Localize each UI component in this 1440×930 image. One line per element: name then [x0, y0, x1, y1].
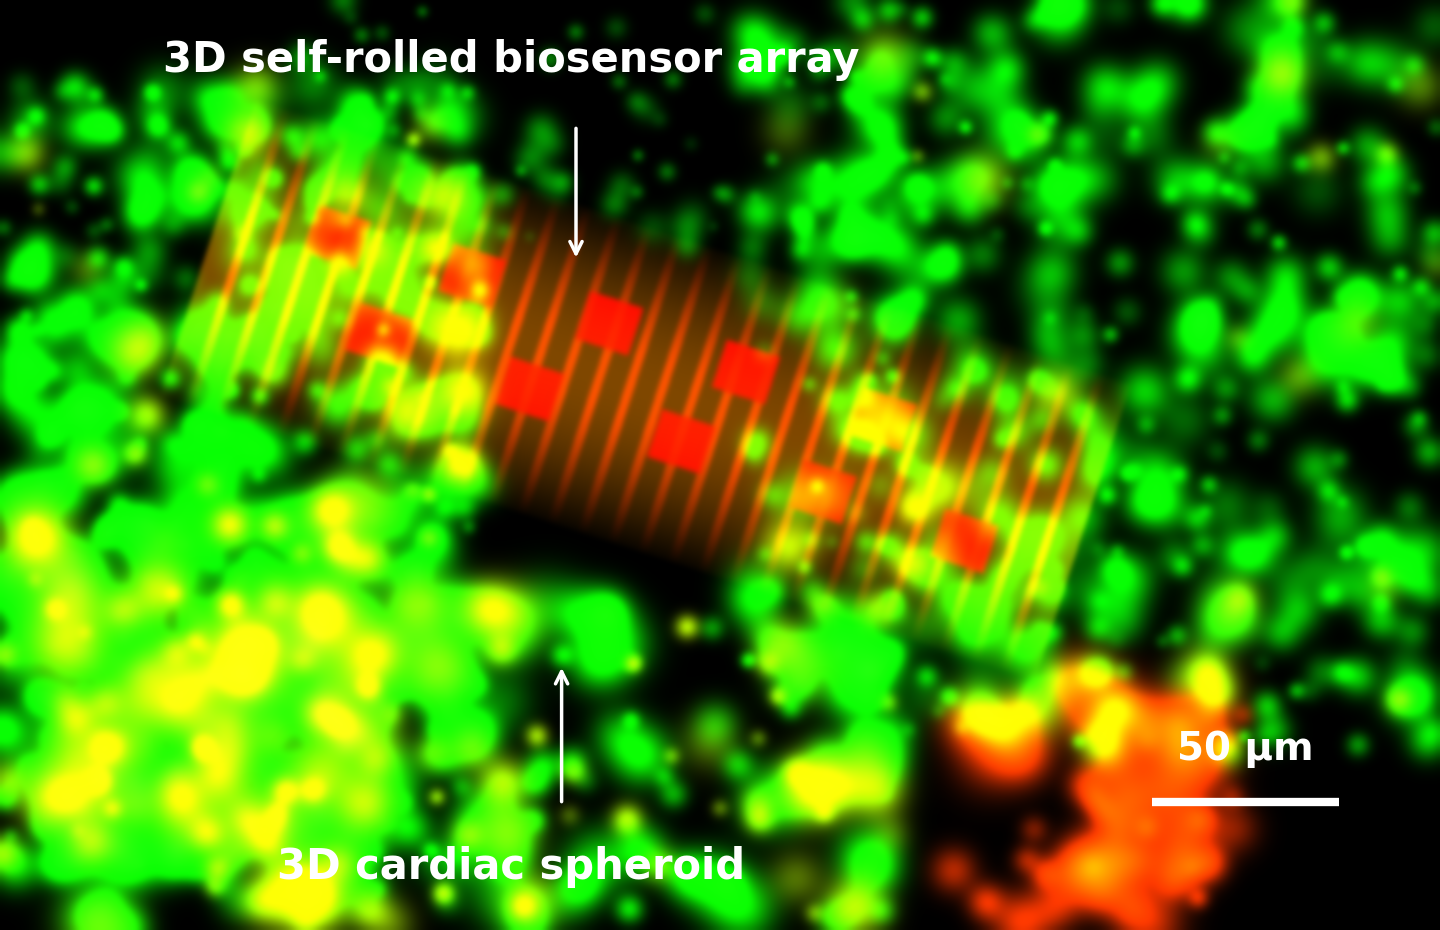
- Text: 50 μm: 50 μm: [1178, 730, 1313, 767]
- Text: 3D cardiac spheroid: 3D cardiac spheroid: [276, 845, 746, 888]
- Text: 3D self-rolled biosensor array: 3D self-rolled biosensor array: [163, 39, 860, 82]
